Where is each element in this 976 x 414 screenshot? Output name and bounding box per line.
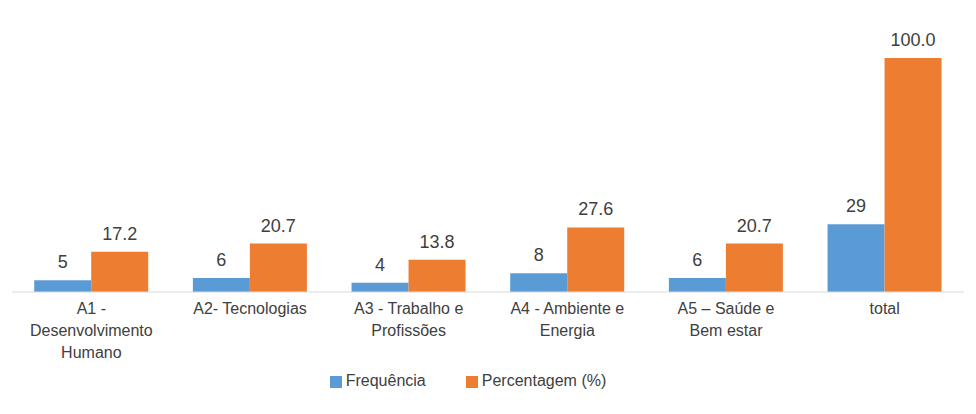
svg-text:Profissões: Profissões (371, 322, 446, 339)
html-text:Percentagem (%): Percentagem (%) (481, 372, 607, 389)
svg-text:A5 – Saúde e: A5 – Saúde e (678, 300, 775, 317)
svg-text:Energia: Energia (540, 322, 595, 339)
svg-text:6: 6 (216, 250, 226, 270)
svg-text:5: 5 (58, 252, 68, 272)
svg-text:17.2: 17.2 (102, 224, 137, 244)
svg-text:Desenvolvimento: Desenvolvimento (30, 322, 153, 339)
svg-text:20.7: 20.7 (737, 216, 772, 236)
svg-text:13.8: 13.8 (420, 232, 455, 252)
svg-text:29: 29 (846, 196, 866, 216)
svg-text:total: total (870, 300, 900, 317)
svg-text:A3 - Trabalho e: A3 - Trabalho e (354, 300, 464, 317)
svg-text:A2- Tecnologias: A2- Tecnologias (193, 300, 307, 317)
svg-text:A4 - Ambiente e: A4 - Ambiente e (510, 300, 624, 317)
html-text:Frequência: Frequência (345, 372, 426, 389)
svg-text:20.7: 20.7 (261, 216, 296, 236)
svg-text:100.0: 100.0 (891, 30, 936, 50)
svg-text:8: 8 (534, 245, 544, 265)
svg-text:27.6: 27.6 (578, 199, 613, 219)
svg-text:4: 4 (375, 255, 385, 275)
svg-text:Bem estar: Bem estar (690, 322, 764, 339)
svg-text:6: 6 (692, 250, 702, 270)
svg-text:A1 -: A1 - (77, 300, 106, 317)
svg-text:Humano: Humano (61, 344, 122, 361)
